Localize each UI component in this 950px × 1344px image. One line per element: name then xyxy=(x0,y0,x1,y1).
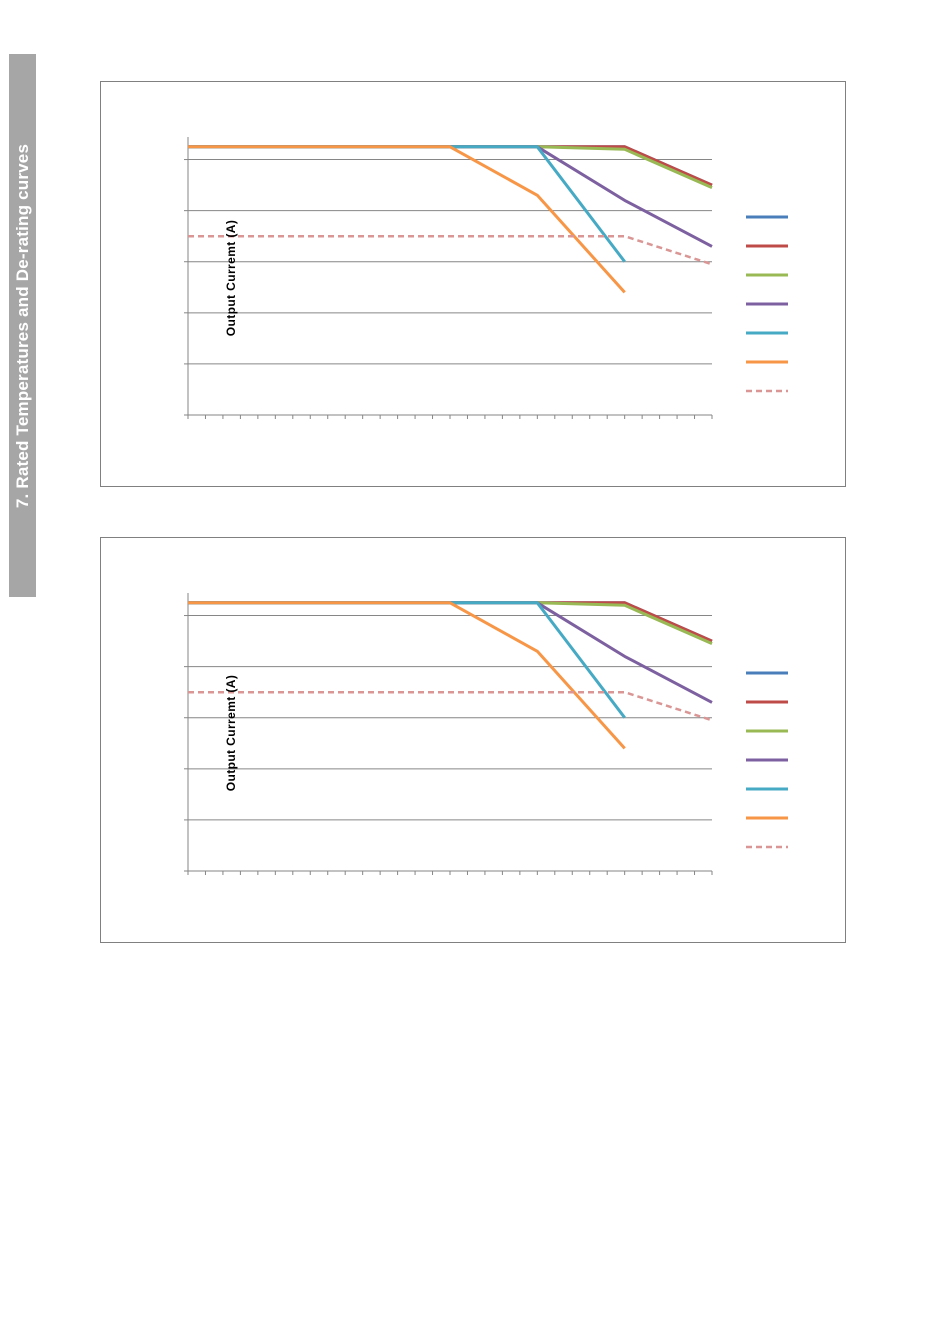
chart-2-svg xyxy=(184,593,788,875)
series-line-3 xyxy=(188,145,713,189)
series-line-6 xyxy=(188,145,626,294)
chart-2-y-axis-label: Output Curremt (A) xyxy=(224,674,238,792)
section-side-tab: 7. Rated Temperatures and De-rating curv… xyxy=(9,54,36,597)
derating-chart-1: Output Curremt (A) xyxy=(100,81,846,487)
series-line-6 xyxy=(188,601,626,750)
series-line-7 xyxy=(188,234,713,266)
section-title: 7. Rated Temperatures and De-rating curv… xyxy=(12,143,32,508)
derating-chart-2: Output Curremt (A) xyxy=(100,537,846,943)
series-line-5 xyxy=(188,601,626,719)
series-line-7 xyxy=(188,690,713,722)
series-line-4 xyxy=(188,145,713,248)
chart-1-svg xyxy=(184,137,788,419)
series-line-5 xyxy=(188,145,626,263)
series-line-4 xyxy=(188,601,713,704)
series-line-3 xyxy=(188,601,713,645)
chart-1-y-axis-label: Output Curremt (A) xyxy=(224,219,238,337)
